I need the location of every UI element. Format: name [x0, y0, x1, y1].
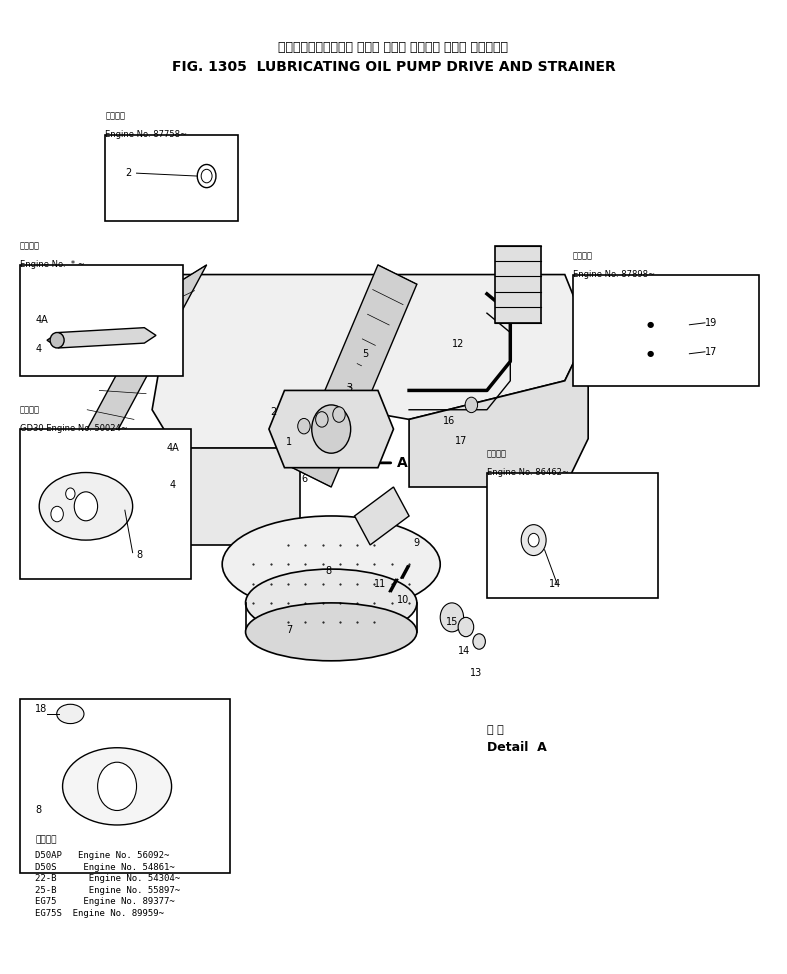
Text: 4A: 4A	[167, 443, 179, 453]
Circle shape	[74, 492, 98, 521]
Circle shape	[51, 506, 63, 522]
Text: 22-B      Engine No. 54304~: 22-B Engine No. 54304~	[35, 875, 180, 883]
Circle shape	[65, 488, 75, 500]
Bar	[487, 472, 658, 598]
Bar	[20, 430, 191, 579]
Text: EG75     Engine No. 89377~: EG75 Engine No. 89377~	[35, 897, 175, 907]
Circle shape	[440, 603, 464, 632]
Polygon shape	[292, 265, 417, 487]
Circle shape	[528, 534, 539, 546]
Bar	[573, 275, 759, 386]
Circle shape	[316, 412, 328, 428]
Text: Engine No. 87758~: Engine No. 87758~	[105, 130, 187, 138]
Text: Engine No. 87898~: Engine No. 87898~	[573, 270, 655, 279]
Text: 4: 4	[169, 480, 176, 490]
Polygon shape	[355, 487, 409, 544]
Text: 9: 9	[413, 538, 419, 548]
Text: 12: 12	[452, 339, 464, 349]
Bar	[495, 245, 541, 322]
Ellipse shape	[50, 332, 64, 348]
Circle shape	[333, 407, 345, 423]
Text: 適用号機: 適用号機	[35, 836, 57, 844]
Text: 14: 14	[549, 579, 561, 588]
Text: ルーブリケーティング オイル ポンプ ドライブ および ストレーナ: ルーブリケーティング オイル ポンプ ドライブ および ストレーナ	[279, 41, 508, 55]
Text: 2: 2	[271, 407, 277, 417]
Text: 8: 8	[136, 549, 142, 560]
Polygon shape	[152, 275, 588, 448]
Text: FIG. 1305  LUBRICATING OIL PUMP DRIVE AND STRAINER: FIG. 1305 LUBRICATING OIL PUMP DRIVE AND…	[172, 60, 615, 74]
Text: 17: 17	[455, 435, 467, 446]
Bar	[20, 699, 230, 874]
Circle shape	[312, 405, 351, 453]
Ellipse shape	[246, 603, 417, 660]
Text: Engine No.  * ~: Engine No. * ~	[20, 260, 84, 269]
Circle shape	[98, 763, 136, 810]
Text: 適用号機: 適用号機	[20, 405, 39, 415]
Text: 適用号機: 適用号機	[487, 449, 507, 458]
Bar	[20, 265, 183, 376]
Circle shape	[473, 634, 486, 650]
Text: 17: 17	[705, 347, 717, 356]
Text: 4A: 4A	[35, 315, 48, 325]
Text: 2: 2	[125, 169, 131, 178]
Text: 6: 6	[301, 474, 308, 484]
Circle shape	[297, 419, 310, 433]
Text: ●: ●	[647, 350, 654, 358]
Text: 15: 15	[446, 618, 459, 627]
Text: 8: 8	[325, 566, 331, 576]
Text: D50AP   Engine No. 56092~: D50AP Engine No. 56092~	[35, 851, 170, 860]
Text: Engine No. 86462~: Engine No. 86462~	[487, 468, 569, 476]
Ellipse shape	[39, 472, 133, 541]
Text: 18: 18	[35, 704, 47, 714]
Circle shape	[458, 618, 474, 637]
Polygon shape	[51, 265, 207, 497]
Text: ●: ●	[647, 320, 654, 329]
Ellipse shape	[57, 704, 84, 724]
Circle shape	[521, 525, 546, 555]
Polygon shape	[269, 391, 394, 468]
Text: 7: 7	[286, 625, 292, 635]
Polygon shape	[47, 327, 156, 348]
Text: 10: 10	[397, 595, 410, 605]
Polygon shape	[176, 448, 300, 544]
Bar	[105, 134, 238, 221]
Text: 4: 4	[35, 344, 42, 354]
Ellipse shape	[63, 748, 172, 825]
Text: GD30 Engine No. 50024~: GD30 Engine No. 50024~	[20, 425, 127, 433]
Polygon shape	[409, 332, 588, 487]
Text: 25-B      Engine No. 55897~: 25-B Engine No. 55897~	[35, 885, 180, 895]
Text: 適用号機: 適用号機	[573, 251, 593, 260]
Text: 3: 3	[347, 383, 353, 393]
Text: D50S     Engine No. 54861~: D50S Engine No. 54861~	[35, 863, 175, 872]
Text: EG75S  Engine No. 89959~: EG75S Engine No. 89959~	[35, 909, 164, 918]
Circle shape	[465, 397, 478, 413]
Text: 1: 1	[286, 436, 292, 447]
Text: 詳 細: 詳 細	[487, 726, 504, 735]
Ellipse shape	[246, 569, 417, 637]
Text: 11: 11	[374, 579, 386, 588]
Text: 13: 13	[470, 668, 482, 678]
Text: 19: 19	[705, 318, 717, 328]
Text: 14: 14	[458, 646, 471, 656]
Text: Detail  A: Detail A	[487, 741, 547, 754]
Text: 適用号機: 適用号機	[105, 111, 125, 120]
Text: 適用号機: 適用号機	[20, 242, 39, 250]
Text: 16: 16	[443, 416, 456, 427]
Text: 8: 8	[35, 805, 42, 815]
Ellipse shape	[222, 516, 440, 613]
Text: A: A	[397, 456, 408, 469]
Text: 5: 5	[362, 349, 368, 358]
